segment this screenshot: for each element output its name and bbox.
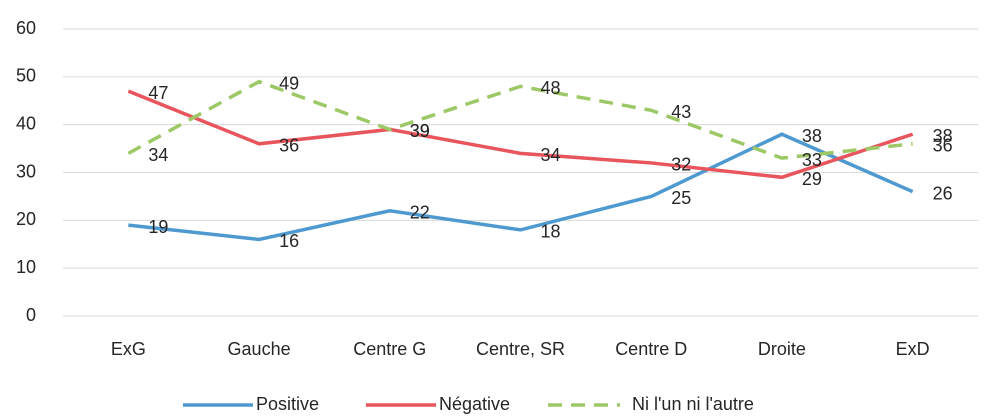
legend-label: Ni l'un ni l'autre [632,394,754,414]
y-tick-label: 20 [16,209,36,229]
y-tick-label: 10 [16,257,36,277]
series-line [127,79,913,160]
x-tick-label: Centre D [615,339,687,359]
x-tick-label: Droite [758,339,806,359]
data-label: 36 [279,136,299,156]
data-label: 48 [541,78,561,98]
data-label: 18 [541,222,561,242]
data-label: 26 [933,183,953,203]
x-tick-label: ExG [111,339,146,359]
y-tick-label: 30 [16,161,36,181]
data-label: 25 [671,188,691,208]
data-label: 34 [148,145,168,165]
data-label: 39 [410,121,430,141]
data-label: 49 [279,73,299,93]
data-label: 32 [671,155,691,175]
y-tick-label: 50 [16,66,36,86]
data-label: 38 [933,126,953,146]
y-tick-label: 0 [26,305,36,325]
data-label: 39 [410,121,430,141]
legend-label: Négative [439,394,510,414]
x-tick-label: ExD [896,339,930,359]
x-tick-label: Centre, SR [476,339,565,359]
y-tick-label: 40 [16,113,36,133]
data-label: 36 [933,136,953,156]
data-label: 19 [148,217,168,237]
x-tick-label: Gauche [228,339,291,359]
data-label: 16 [279,231,299,251]
data-label: 47 [148,83,168,103]
data-label: 22 [410,203,430,223]
series-line [127,89,914,180]
data-label: 29 [802,169,822,189]
data-label: 43 [671,102,691,122]
legend-label: Positive [256,394,319,414]
data-label: 33 [802,150,822,170]
data-label: 34 [541,145,561,165]
x-tick-label: Centre G [353,339,426,359]
y-tick-label: 60 [16,18,36,38]
data-label: 38 [802,126,822,146]
series-line [128,132,914,242]
